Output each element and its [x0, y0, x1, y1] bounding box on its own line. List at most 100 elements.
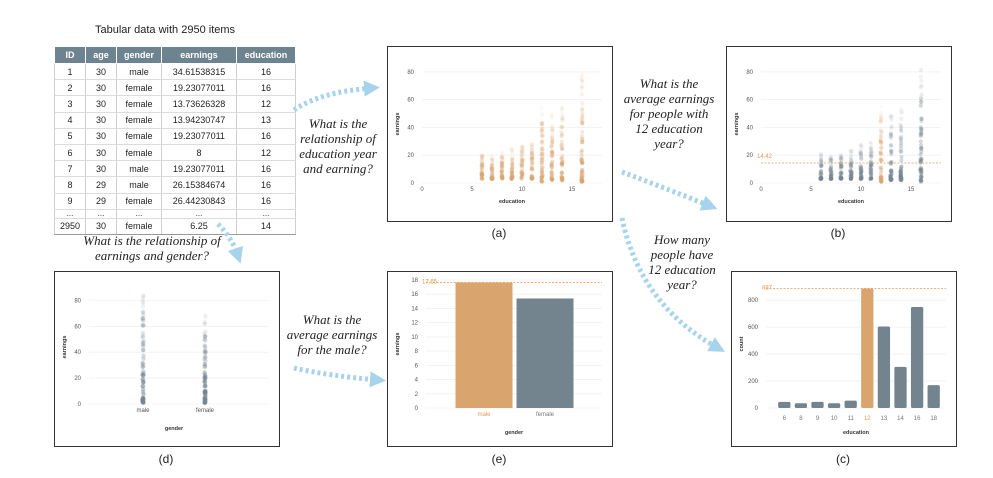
table-cell: 16 [236, 79, 296, 97]
data-point [899, 177, 904, 182]
data-point [490, 176, 495, 181]
data-point [529, 166, 534, 171]
data-point [878, 139, 883, 144]
data-point [858, 164, 863, 169]
data-point [560, 118, 565, 123]
data-point [878, 174, 883, 179]
data-point [202, 393, 208, 399]
data-point [202, 379, 207, 384]
data-point [490, 176, 495, 181]
data-point [560, 178, 565, 183]
table-cell: 9 [54, 193, 86, 210]
data-point [540, 151, 545, 157]
data-point [202, 376, 207, 381]
data-point [479, 176, 484, 181]
data-point [858, 165, 864, 170]
table-row: ............... [54, 209, 296, 219]
data-point [202, 396, 207, 402]
data-point [202, 370, 207, 375]
data-point [489, 175, 494, 181]
data-point [838, 176, 843, 181]
data-point [202, 344, 208, 349]
data-point [140, 389, 146, 395]
data-point [520, 158, 525, 163]
data-point [519, 153, 524, 158]
data-point [839, 156, 844, 161]
y-tick-label: 60 [746, 98, 753, 104]
table-cell: 30 [85, 218, 117, 235]
data-point [919, 119, 924, 124]
data-point [579, 140, 584, 145]
question-line: average earnings [286, 327, 378, 342]
data-point [202, 354, 208, 359]
data-point [560, 107, 565, 112]
data-point [499, 169, 504, 174]
data-point [579, 179, 584, 184]
table-cell: 19.23077011 [161, 79, 237, 97]
data-point [579, 178, 585, 184]
data-point [878, 158, 883, 163]
data-point [549, 170, 554, 175]
data-point [869, 161, 874, 166]
data-point [509, 146, 514, 151]
data-point [858, 153, 864, 158]
data-point [918, 158, 923, 164]
data-point [140, 299, 145, 304]
data-point [202, 389, 208, 394]
data-point [539, 167, 544, 173]
data-point [509, 176, 514, 181]
data-point [540, 169, 545, 174]
data-point [819, 168, 824, 173]
data-point [141, 292, 146, 297]
y-tick-label: 40 [746, 125, 753, 131]
table-cell: ... [236, 209, 296, 219]
data-point [580, 173, 585, 179]
data-point [489, 173, 494, 178]
data-point [858, 156, 864, 162]
data-point [202, 321, 208, 326]
data-point [203, 396, 208, 401]
table-cell: 1 [54, 63, 86, 81]
data-point [818, 175, 823, 181]
data-point [539, 156, 544, 161]
question-line: 12 education [648, 262, 716, 277]
data-point [549, 169, 554, 174]
data-point [203, 348, 208, 353]
data-point [858, 153, 864, 158]
data-point [878, 175, 883, 180]
y-tick-label: 400 [748, 352, 759, 358]
data-point [818, 176, 823, 181]
data-point [919, 83, 924, 88]
data-point [879, 134, 884, 140]
table-cell: 30 [85, 128, 117, 145]
data-point [560, 132, 565, 137]
data-point [838, 161, 843, 166]
data-point [141, 372, 146, 377]
data-point [203, 334, 208, 339]
data-point [888, 173, 893, 178]
data-point [919, 146, 924, 151]
data-point [919, 175, 924, 180]
data-point [539, 121, 544, 126]
data-point [550, 128, 555, 134]
data-point [509, 175, 514, 180]
data-point [549, 123, 555, 129]
data-point [479, 170, 484, 176]
data-point [879, 140, 884, 145]
x-tick-label: 13 [881, 416, 888, 422]
data-point [579, 153, 584, 158]
question-line: for people with [629, 106, 709, 121]
column-header: earnings [161, 46, 237, 64]
data-point [549, 115, 554, 120]
data-point [848, 164, 854, 170]
data-point [140, 304, 146, 309]
data-point [549, 144, 554, 149]
data-point [140, 398, 145, 403]
data-point [868, 171, 874, 177]
data-point [202, 398, 207, 403]
data-point [879, 158, 884, 163]
data-point [858, 166, 863, 172]
data-point [539, 129, 544, 134]
data-point [918, 177, 923, 182]
data-point [829, 174, 834, 179]
